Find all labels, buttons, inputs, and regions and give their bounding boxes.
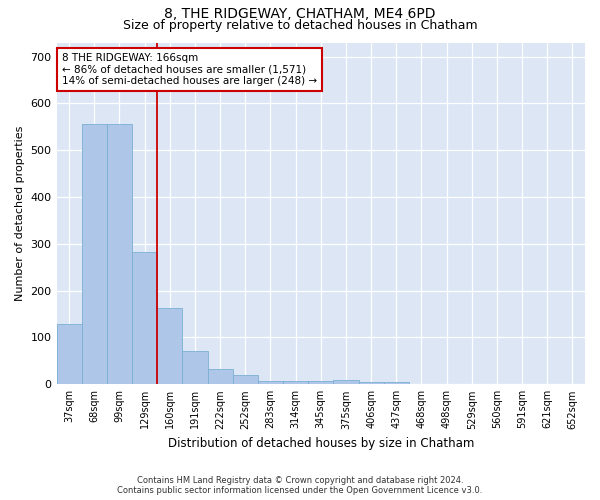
Bar: [132, 252, 157, 384]
Bar: [56, 324, 82, 384]
Bar: [308, 380, 334, 384]
Bar: [258, 380, 283, 384]
Bar: [334, 380, 359, 384]
Bar: [283, 380, 308, 384]
X-axis label: Distribution of detached houses by size in Chatham: Distribution of detached houses by size …: [167, 437, 474, 450]
Text: Size of property relative to detached houses in Chatham: Size of property relative to detached ho…: [122, 19, 478, 32]
Text: 8, THE RIDGEWAY, CHATHAM, ME4 6PD: 8, THE RIDGEWAY, CHATHAM, ME4 6PD: [164, 8, 436, 22]
Bar: [82, 124, 107, 384]
Bar: [182, 350, 208, 384]
Y-axis label: Number of detached properties: Number of detached properties: [15, 126, 25, 301]
Text: 8 THE RIDGEWAY: 166sqm
← 86% of detached houses are smaller (1,571)
14% of semi-: 8 THE RIDGEWAY: 166sqm ← 86% of detached…: [62, 53, 317, 86]
Bar: [233, 376, 258, 384]
Bar: [107, 124, 132, 384]
Bar: [383, 382, 409, 384]
Bar: [208, 369, 233, 384]
Text: Contains HM Land Registry data © Crown copyright and database right 2024.
Contai: Contains HM Land Registry data © Crown c…: [118, 476, 482, 495]
Bar: [359, 382, 383, 384]
Bar: [157, 308, 182, 384]
